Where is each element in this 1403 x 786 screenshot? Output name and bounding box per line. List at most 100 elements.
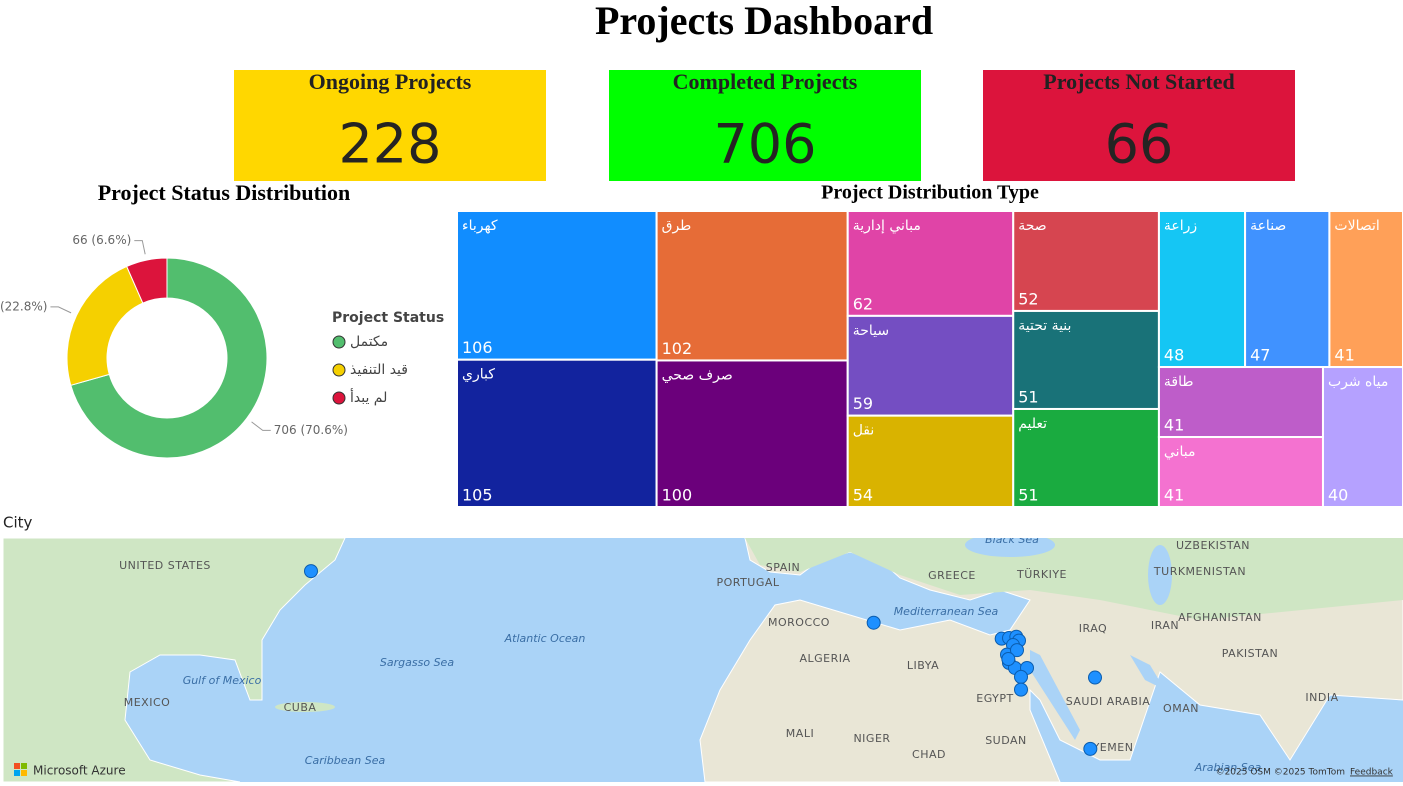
data-label: 66 (6.6%) (72, 233, 131, 247)
tile-value: 100 (662, 486, 693, 505)
map-label: MOROCCO (768, 616, 830, 629)
leader-line (50, 306, 72, 314)
tile-label: نقل (853, 423, 875, 439)
tile-label: مباني (1164, 444, 1196, 460)
map-label: LIBYA (907, 659, 939, 672)
tile-label: طرق (662, 218, 692, 234)
map-label: NIGER (853, 732, 890, 745)
map-label: IRAQ (1079, 622, 1107, 635)
map-label: EGYPT (976, 692, 1014, 705)
treemap-title: Project Distribution Type (821, 182, 1039, 204)
map-label: OMAN (1163, 702, 1199, 715)
data-label: 706 (70.6%) (274, 423, 348, 437)
map-title: City (3, 514, 33, 532)
leader-line (134, 240, 146, 255)
tile-label: طاقة (1164, 374, 1194, 390)
treemap-tile (1328, 210, 1403, 369)
tile-label: اتصالات (1334, 218, 1379, 234)
tile-value: 41 (1164, 416, 1184, 435)
map-label: MALI (786, 727, 814, 740)
legend-label: قيد التنفيذ (350, 362, 408, 378)
tile-value: 105 (462, 486, 493, 505)
map-label: AFGHANISTAN (1178, 611, 1262, 624)
treemap-tile (456, 210, 658, 361)
map-label: TÜRKIYE (1016, 568, 1067, 581)
tile-label: صناعة (1250, 218, 1286, 234)
treemap-tile (846, 314, 1015, 417)
city-point (304, 564, 318, 579)
tile-value: 41 (1334, 346, 1354, 365)
city-point (1001, 652, 1016, 667)
map-label: SAUDI ARABIA (1066, 695, 1151, 708)
city-point (866, 615, 881, 630)
legend-swatch (332, 363, 346, 377)
map-label: IRAN (1151, 619, 1179, 632)
land (3, 538, 346, 782)
treemap-tile (1012, 309, 1160, 410)
map-label: Caribbean Sea (305, 754, 386, 767)
map-label: TURKMENISTAN (1153, 565, 1246, 578)
map-label: Black Sea (985, 533, 1039, 546)
kpi-card (234, 70, 546, 181)
tile-label: كباري (462, 367, 495, 383)
sea (1148, 545, 1172, 605)
legend-label: مكتمل (350, 334, 388, 350)
map-label: Mediterranean Sea (894, 605, 999, 618)
tile-value: 52 (1018, 289, 1038, 308)
city-point (1083, 741, 1098, 756)
donut-slice (126, 257, 168, 304)
treemap-tile (1157, 210, 1247, 369)
kpi-value: 228 (338, 113, 441, 176)
map-label: UZBEKISTAN (1176, 539, 1250, 552)
treemap-tile (655, 210, 849, 362)
map-label: CUBA (284, 701, 317, 714)
logo-square (14, 770, 20, 776)
kpi-label: Projects Not Started (1043, 69, 1234, 94)
land (275, 702, 335, 712)
map-label: SPAIN (766, 561, 800, 574)
logo-square (14, 763, 20, 769)
dashboard-title: Projects Dashboard (595, 0, 933, 43)
map-label: Gulf of Mexico (183, 674, 262, 687)
land (745, 538, 1403, 620)
map: UNITED STATES MEXICO Gulf of Mexico Atlanti… (3, 533, 1403, 782)
map-label: PAKISTAN (1222, 647, 1279, 660)
treemap-tile (846, 414, 1015, 509)
tile-label: سياحة (853, 323, 889, 339)
tile-value: 106 (462, 338, 493, 357)
sea (1030, 650, 1080, 740)
map-label: INDIA (1305, 691, 1338, 704)
map-label: YEMEN (1092, 741, 1134, 754)
treemap-tile (1321, 366, 1403, 508)
tile-value: 62 (853, 294, 873, 313)
treemap-tile (1244, 210, 1331, 369)
tile-label: تعليم (1018, 416, 1047, 432)
map-label: MEXICO (124, 696, 171, 709)
tile-value: 102 (662, 339, 693, 358)
city-point (1088, 670, 1102, 685)
map-attribution: ©2025 OSM ©2025 TomTom (1216, 768, 1345, 778)
city-point (1014, 682, 1028, 697)
tile-value: 51 (1018, 486, 1038, 505)
kpi-label: Completed Projects (673, 69, 858, 94)
city-point (1014, 669, 1028, 684)
legend-label: لم يبدأ (350, 388, 387, 406)
donut-slice (70, 257, 268, 459)
map-label: PORTUGAL (716, 576, 779, 589)
map-label: CHAD (912, 748, 946, 761)
tile-label: مياه شرب (1328, 374, 1388, 390)
kpi-card (983, 70, 1295, 181)
tile-label: مباني إدارية (853, 218, 921, 234)
tile-value: 41 (1164, 486, 1184, 505)
tile-value: 48 (1164, 346, 1184, 365)
kpi-card (609, 70, 921, 181)
tile-value: 47 (1250, 346, 1270, 365)
tile-value: 59 (853, 394, 873, 413)
tile-label: زراعة (1164, 218, 1197, 234)
tile-label: بنية تحتية (1018, 318, 1071, 334)
map-feedback[interactable]: Feedback (1350, 768, 1394, 778)
map-label: ALGERIA (799, 652, 850, 665)
tile-label: كهرباء (462, 218, 498, 234)
map-label: Sargasso Sea (380, 656, 454, 669)
